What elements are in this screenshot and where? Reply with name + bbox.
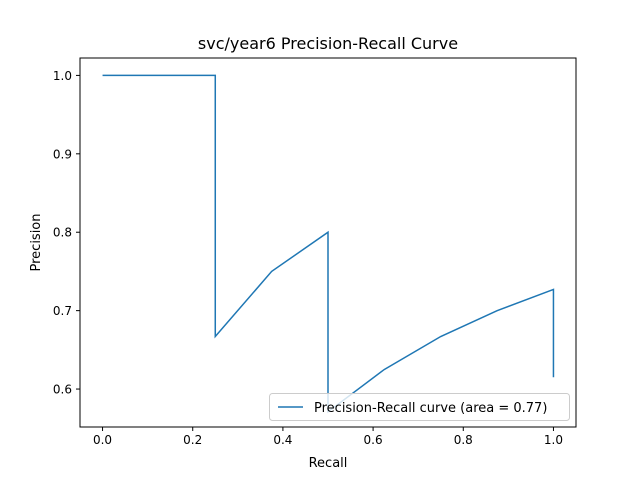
y-tick-label: 0.6 [53,383,72,397]
y-tick-label: 0.9 [53,147,72,161]
x-axis: 0.0 0.2 0.4 0.6 0.8 1.0 [93,427,563,447]
y-tick-label: 0.7 [53,304,72,318]
y-axis: 0.6 0.7 0.8 0.9 1.0 [53,69,80,397]
x-tick-label: 0.2 [183,433,202,447]
x-tick-label: 0.6 [364,433,383,447]
y-tick-label: 1.0 [53,69,72,83]
chart-title: svc/year6 Precision-Recall Curve [198,34,458,53]
legend-label: Precision-Recall curve (area = 0.77) [314,401,547,416]
x-tick-label: 0.8 [454,433,473,447]
legend-box [269,393,570,421]
legend: Precision-Recall curve (area = 0.77) [269,393,570,421]
axes-frame [79,57,577,428]
y-tick-label: 0.8 [53,226,72,240]
x-axis-label: Recall [309,456,348,471]
x-tick-label: 0.4 [273,433,292,447]
y-axis-label: Precision [29,213,44,271]
x-tick-label: 1.0 [544,433,563,447]
x-tick-label: 0.0 [93,433,112,447]
